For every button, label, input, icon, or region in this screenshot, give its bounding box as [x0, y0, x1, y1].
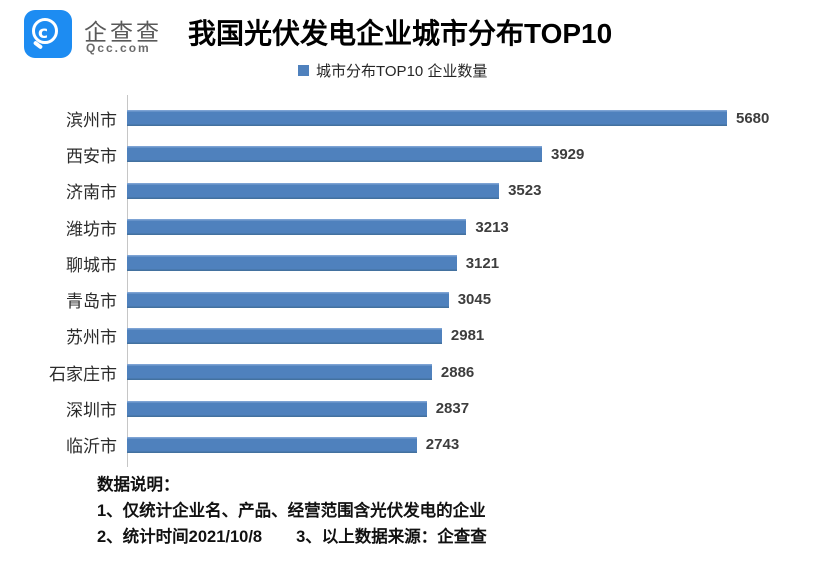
magnifier-glyph-icon: c — [38, 23, 49, 43]
bar — [127, 364, 432, 381]
chart-row: 滨州市 5680 — [0, 100, 832, 136]
legend-label: 城市分布TOP10 企业数量 — [316, 63, 488, 80]
bar — [127, 146, 542, 163]
chart-row: 临沂市 2743 — [0, 427, 832, 463]
chart-rows: 滨州市 5680 西安市 3929 济南市 3523 潍坊市 3213 聊城市 3121 青岛市 30… — [0, 100, 832, 463]
page-title: 我国光伏发电企业城市分布TOP10 — [188, 18, 613, 49]
magnifier-ring-icon — [32, 18, 58, 44]
category-label: 聊城市 — [66, 255, 117, 275]
value-label: 3213 — [475, 218, 509, 236]
bar — [127, 110, 727, 127]
brand-domain: Qcc.com — [86, 41, 151, 55]
chart-row: 西安市 3929 — [0, 136, 832, 172]
chart-row: 苏州市 2981 — [0, 318, 832, 354]
bar — [127, 436, 417, 453]
legend-swatch-icon — [298, 65, 309, 76]
category-label: 滨州市 — [66, 110, 117, 130]
value-label: 2981 — [450, 327, 485, 345]
chart-row: 聊城市 3121 — [0, 245, 832, 281]
category-label: 石家庄市 — [49, 364, 117, 384]
value-label: 3121 — [465, 254, 500, 272]
notes-line2-left: 2、统计时间2021/10/8 — [97, 528, 263, 546]
chart-row: 青岛市 3045 — [0, 281, 832, 317]
category-label: 苏州市 — [66, 328, 117, 348]
notes-line2: 2、统计时间2021/10/8 3、以上数据来源：企查查 — [97, 524, 487, 550]
chart-row: 潍坊市 3213 — [0, 209, 832, 245]
chart-row: 济南市 3523 — [0, 173, 832, 209]
brand-name: 企查查 — [84, 19, 162, 45]
value-label: 5680 — [736, 109, 770, 127]
notes-heading: 数据说明： — [97, 476, 180, 494]
value-label: 2837 — [435, 400, 470, 418]
value-label: 3045 — [457, 291, 492, 309]
value-label: 2886 — [440, 363, 475, 381]
value-label: 2743 — [425, 436, 460, 454]
bar — [127, 182, 500, 199]
data-notes: 数据说明： 1、仅统计企业名、产品、经营范围含光伏发电的企业 2、统计时间202… — [97, 472, 487, 550]
notes-line1: 1、仅统计企业名、产品、经营范围含光伏发电的企业 — [97, 502, 486, 520]
chart-legend: 城市分布TOP10 企业数量 — [298, 60, 487, 81]
category-label: 临沂市 — [66, 437, 117, 457]
bar-chart: 滨州市 5680 西安市 3929 济南市 3523 潍坊市 3213 聊城市 3121 青岛市 30… — [0, 95, 832, 467]
chart-row: 石家庄市 2886 — [0, 354, 832, 390]
bar — [127, 219, 467, 236]
category-label: 济南市 — [66, 183, 117, 203]
value-label: 3523 — [508, 182, 542, 200]
category-label: 青岛市 — [66, 292, 117, 312]
category-label: 潍坊市 — [66, 219, 117, 239]
category-label: 西安市 — [66, 146, 117, 166]
bar — [127, 255, 457, 272]
qcc-logo-icon: c — [24, 10, 72, 58]
bar — [127, 291, 449, 308]
category-label: 深圳市 — [66, 401, 117, 421]
y-axis-line — [127, 95, 128, 467]
chart-row: 深圳市 2837 — [0, 390, 832, 426]
bar — [127, 327, 442, 344]
bar — [127, 400, 427, 417]
notes-line2-right: 3、以上数据来源：企查查 — [296, 528, 487, 546]
value-label: 3929 — [551, 145, 585, 163]
